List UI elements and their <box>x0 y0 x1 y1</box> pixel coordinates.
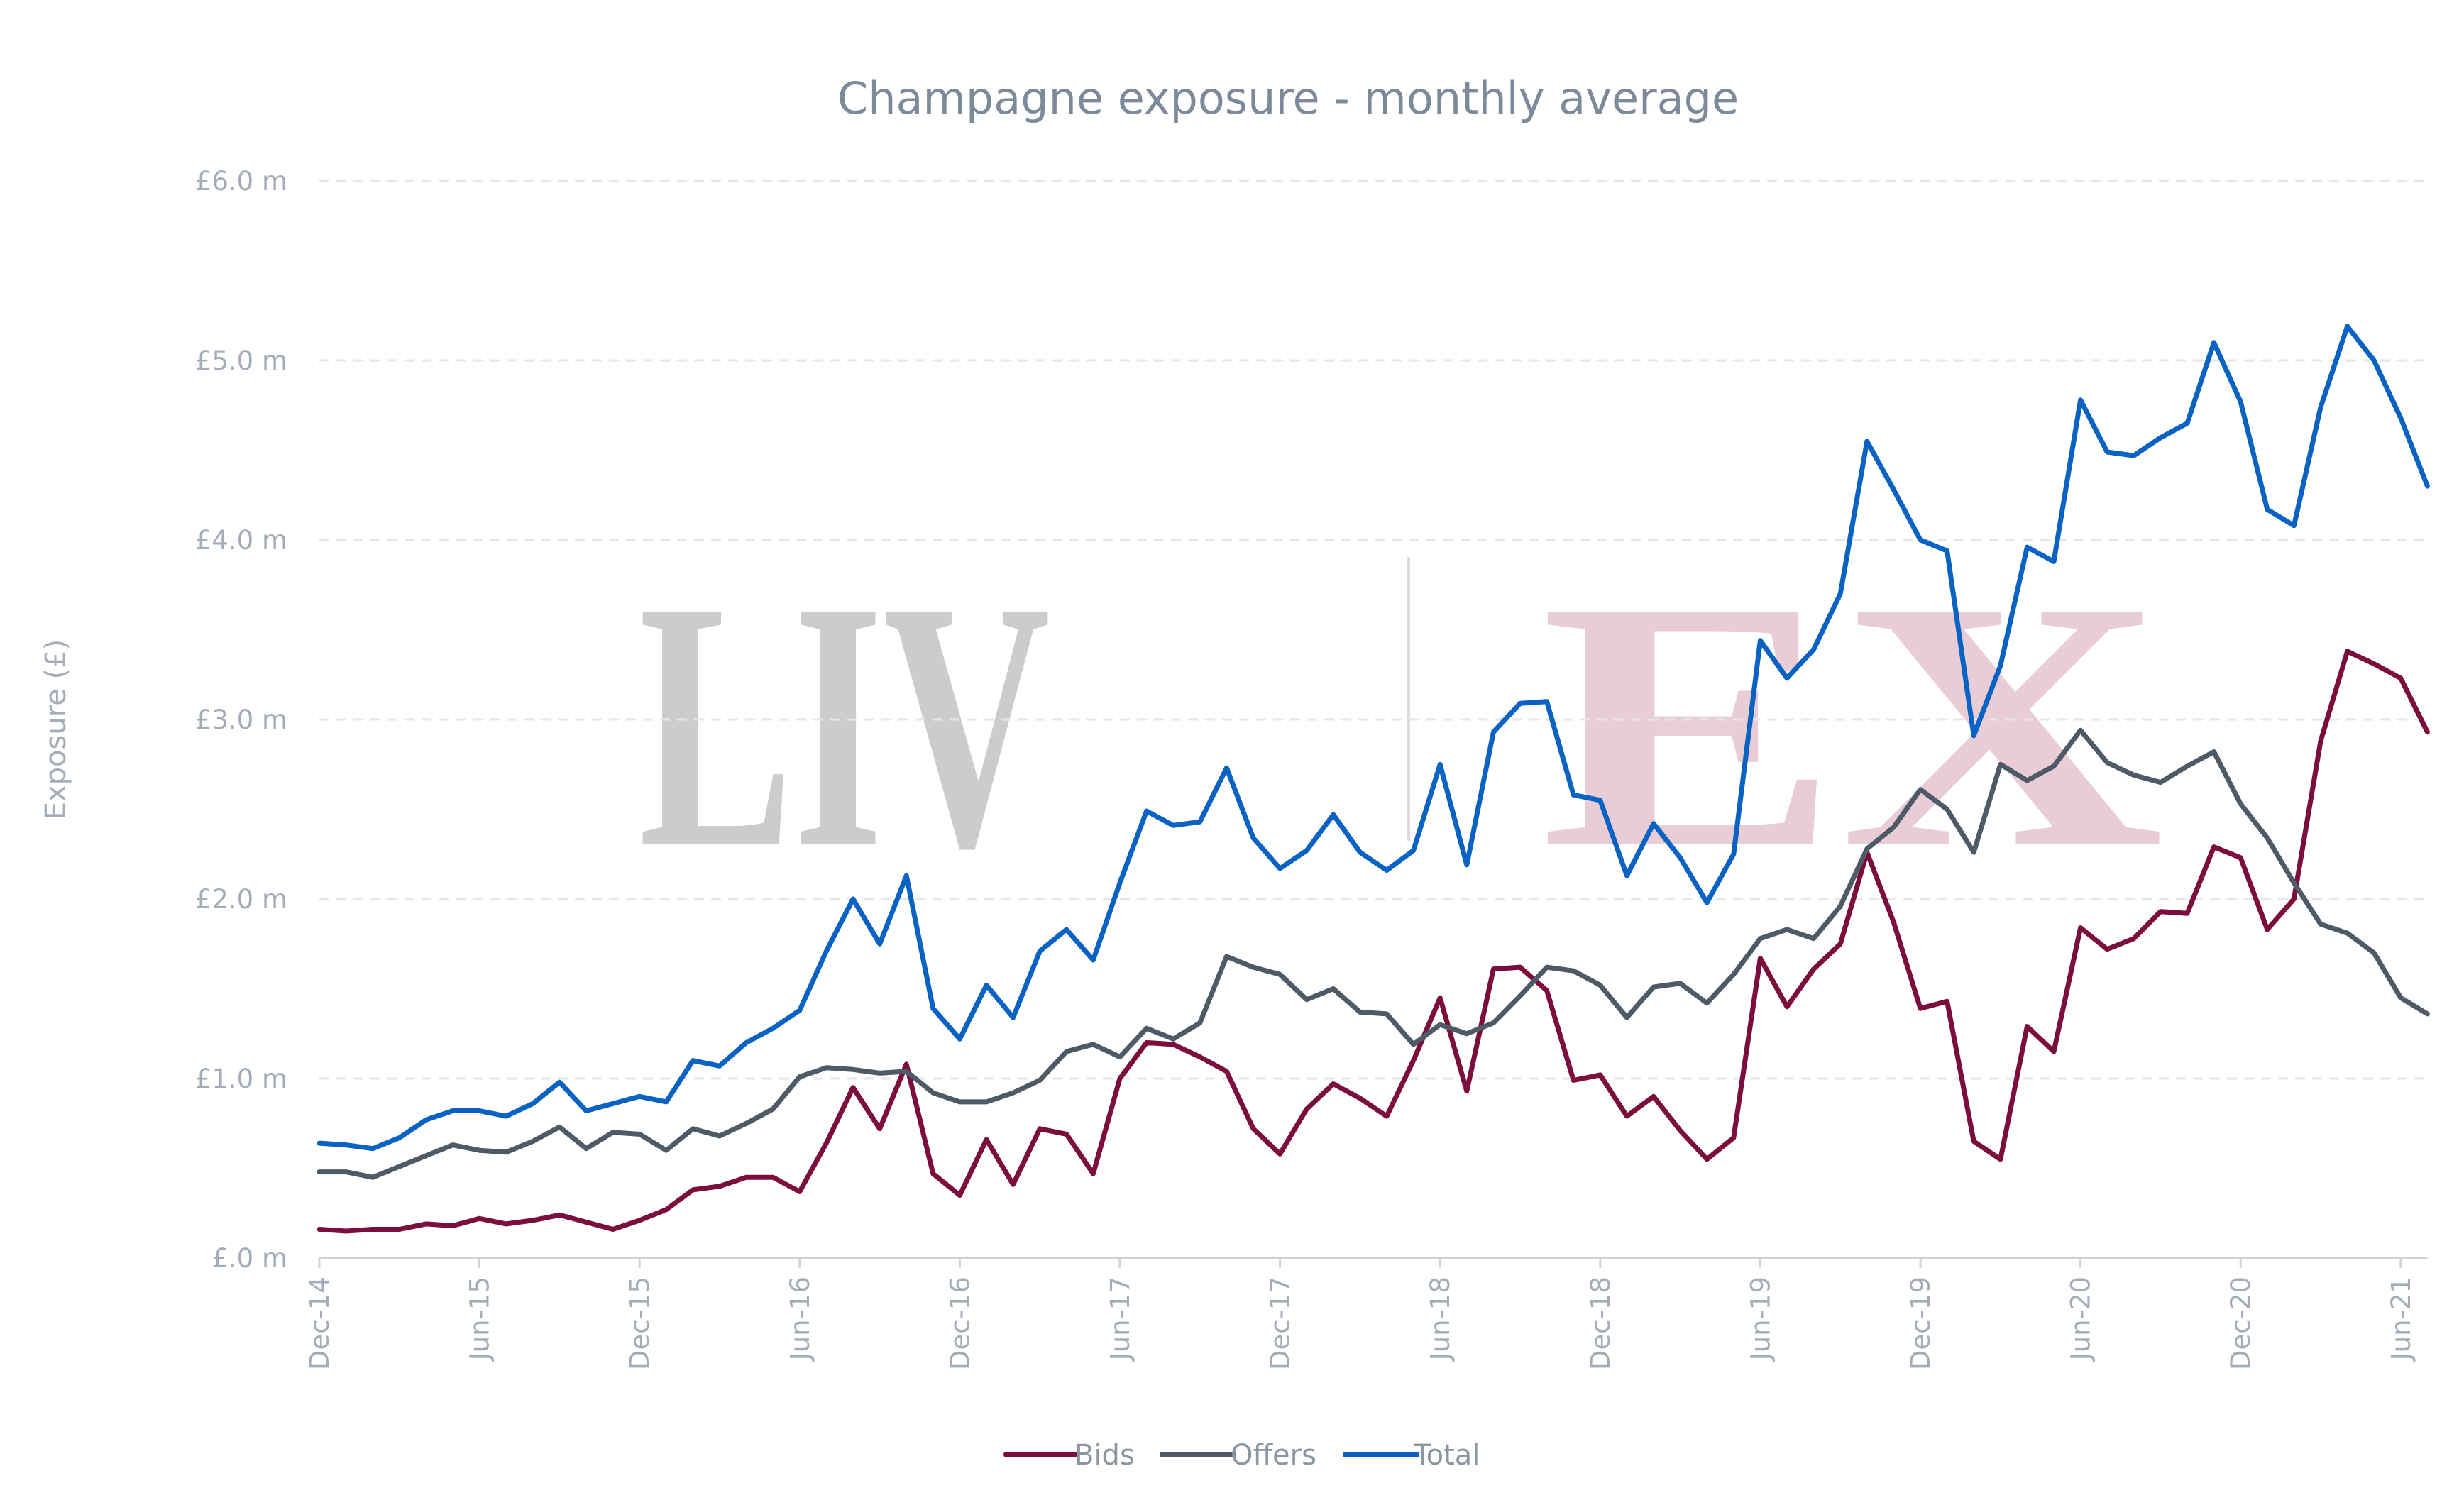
x-tick-label: Dec-20 <box>2226 1276 2256 1370</box>
watermark-left-text: LIV <box>639 529 1050 922</box>
x-tick-label: Dec-17 <box>1265 1276 1296 1370</box>
y-axis: £.0 m £1.0 m £2.0 m £3.0 m £4.0 m £5.0 m £6.0 … <box>195 166 287 1274</box>
x-tick-label: Jun-19 <box>1745 1276 1776 1362</box>
y-tick-label: £1.0 m <box>195 1064 287 1094</box>
x-tick-label: Dec-16 <box>945 1276 975 1370</box>
watermark-right-text: EX <box>1540 529 2165 922</box>
watermark-logo: LIV EX <box>639 529 2165 922</box>
x-tick-label: Jun-18 <box>1425 1276 1456 1362</box>
plot-area <box>317 324 2430 1234</box>
series-line-total <box>317 324 2430 1152</box>
legend: Bids Offers Total <box>1003 1439 1480 1472</box>
x-tick-label: Jun-16 <box>785 1276 815 1362</box>
y-tick-label: £.0 m <box>211 1243 287 1274</box>
legend-label-bids[interactable]: Bids <box>1074 1439 1135 1472</box>
y-axis-title: Exposure (£) <box>40 639 72 820</box>
watermark-divider <box>1407 557 1410 841</box>
x-tick-label: Jun-20 <box>2066 1276 2096 1362</box>
x-tick-label: Jun-15 <box>465 1276 495 1362</box>
y-tick-label: £5.0 m <box>195 346 287 376</box>
grid <box>319 180 2428 1080</box>
x-tick-label: Dec-14 <box>304 1276 335 1370</box>
y-tick-label: £3.0 m <box>195 705 287 735</box>
y-tick-label: £2.0 m <box>195 884 287 915</box>
x-tick-label: Jun-21 <box>2386 1276 2416 1362</box>
x-tick-label: Dec-15 <box>625 1276 655 1370</box>
x-tick-label: Dec-19 <box>1905 1276 1936 1370</box>
y-tick-label: £6.0 m <box>195 166 287 197</box>
x-axis: Dec-14 Jun-15 Dec-15 Jun-16 Dec-16 Jun-17 Dec-… <box>304 1257 2428 1370</box>
legend-label-total[interactable]: Total <box>1413 1439 1480 1472</box>
y-tick-label: £4.0 m <box>195 525 287 556</box>
x-tick-label: Jun-17 <box>1105 1276 1135 1362</box>
legend-label-offers[interactable]: Offers <box>1231 1439 1316 1472</box>
x-tick-label: Dec-18 <box>1585 1276 1616 1370</box>
series-line-offers <box>317 727 2430 1180</box>
chart-title: Champagne exposure - monthly average <box>837 72 1739 124</box>
series-line-bids <box>317 649 2430 1234</box>
